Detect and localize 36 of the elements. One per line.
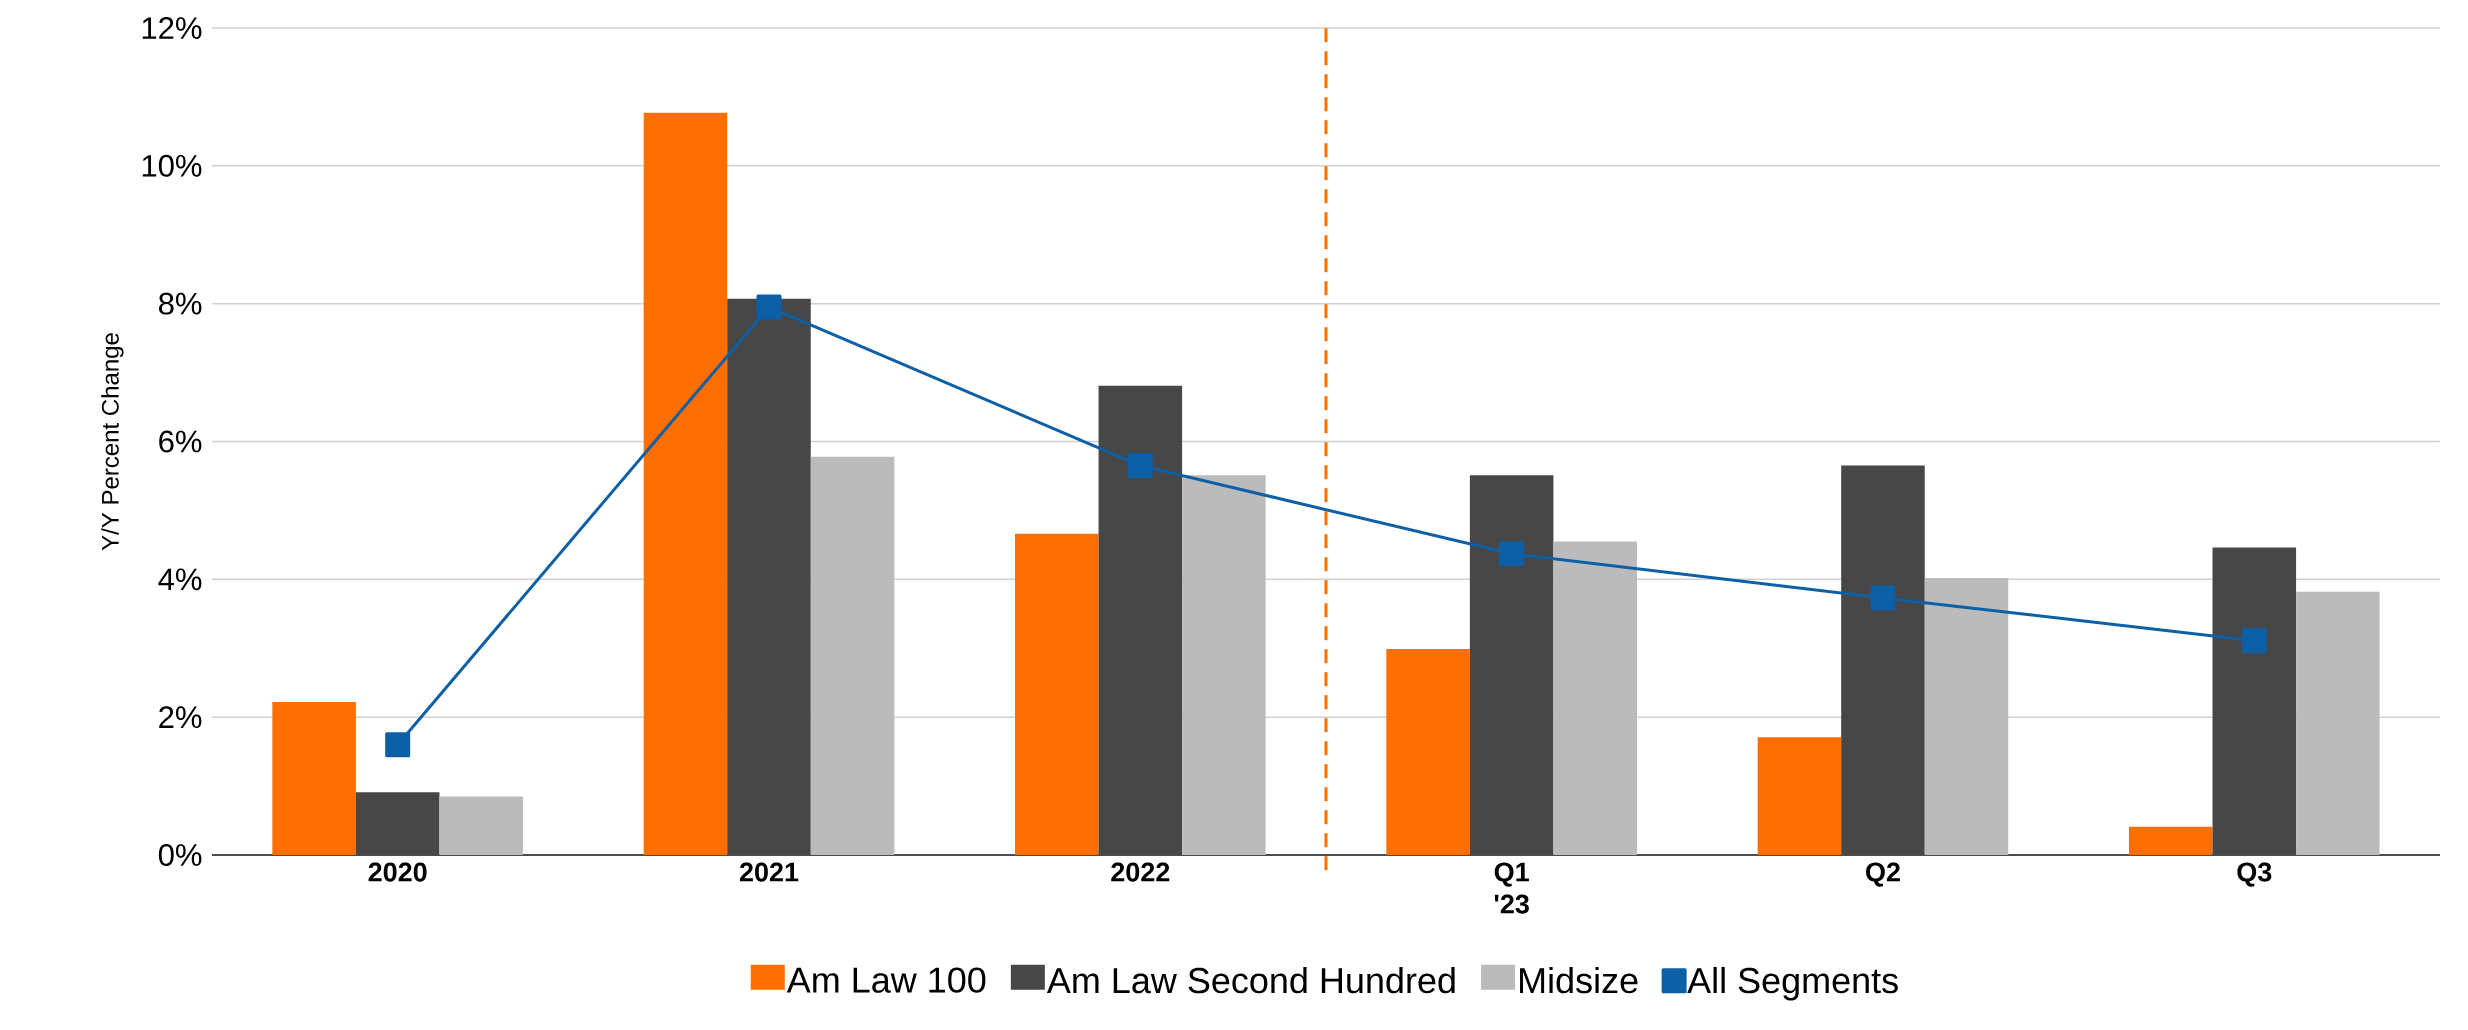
bar [810, 456, 895, 855]
bar [1015, 533, 1099, 855]
bar [643, 112, 728, 855]
y-tick-label: 4% [158, 568, 202, 591]
x-tick-label: Q1 '23 [1494, 862, 1529, 914]
point [1499, 541, 1525, 567]
x-tick-label: 2021 [739, 862, 799, 882]
legend-label: Am Law 100 [786, 967, 986, 993]
bar [439, 796, 523, 855]
bar [1386, 648, 1470, 855]
x-tick-label: Q2 [1866, 862, 1900, 887]
y-tick-label: 8% [159, 292, 202, 315]
bar [2128, 826, 2213, 855]
y-tick-label: 0% [158, 844, 202, 866]
y-tick-label: 6% [159, 430, 202, 453]
bar [1924, 577, 2009, 855]
y-tick-label: 2% [159, 706, 202, 729]
x-tick-label: 2022 [1111, 862, 1170, 882]
point [1127, 453, 1153, 479]
x-tick-label: 2020 [368, 862, 427, 882]
y-tick-label: 12% [142, 17, 202, 39]
bar [1182, 475, 1266, 855]
point [1870, 585, 1896, 611]
bar [1757, 737, 1842, 855]
x-tick-label: Q3 [2237, 862, 2272, 887]
bar [272, 701, 356, 855]
bar [1553, 541, 1637, 855]
point [385, 732, 411, 758]
legend-label: Midsize [1520, 966, 1638, 994]
point [756, 294, 782, 320]
legend-label: All Segments [1687, 966, 1898, 1001]
point [2241, 628, 2267, 654]
y-tick-label: 10% [142, 154, 202, 177]
legend-label: Am Law Second Hundred [1046, 966, 1455, 994]
y-axis-title: Y/Y Percent Change [101, 333, 124, 551]
bar [2296, 591, 2380, 855]
